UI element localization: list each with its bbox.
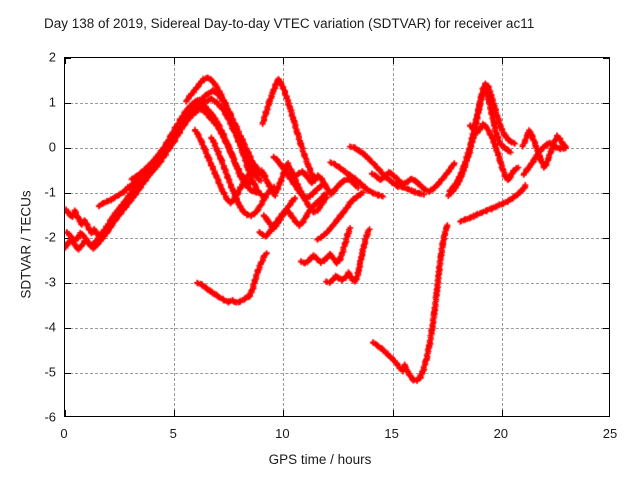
y-tick-label: -6 [44, 409, 56, 425]
x-axis-title: GPS time / hours [268, 452, 372, 467]
x-tick-label: 10 [275, 426, 290, 441]
plot-frame [64, 57, 610, 417]
data-layer [65, 58, 609, 416]
x-tick-label: 15 [384, 426, 399, 441]
page-title: Day 138 of 2019, Sidereal Day-to-day VTE… [44, 16, 535, 31]
x-tick-label: 0 [60, 426, 68, 441]
x-tick-label: 20 [493, 426, 509, 441]
y-tick-label: -3 [44, 274, 56, 290]
y-tick-label: 2 [48, 49, 56, 65]
y-tick-label: -4 [44, 319, 56, 335]
y-tick-label: 1 [48, 94, 56, 110]
x-tick-label: 25 [602, 426, 618, 441]
y-tick-label: -1 [44, 184, 56, 200]
x-tick-label: 5 [169, 426, 177, 441]
y-tick-label: 0 [48, 139, 56, 155]
y-axis-title: SDTVAR / TECUs [18, 190, 34, 299]
y-tick-label: -2 [44, 229, 56, 245]
y-tick-label: -5 [44, 364, 56, 380]
scatter-canvas [65, 58, 609, 416]
